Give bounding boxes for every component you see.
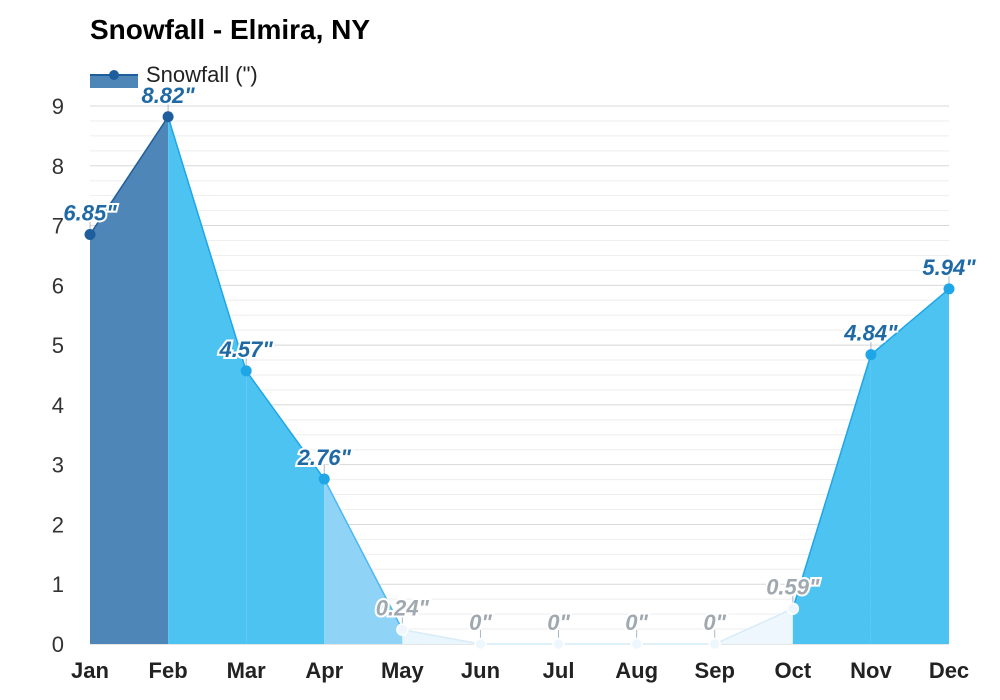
data-point — [318, 473, 330, 485]
data-point — [396, 623, 409, 636]
data-point — [630, 637, 643, 651]
data-point — [552, 637, 565, 651]
data-point — [786, 602, 800, 615]
x-tick-label: Jun — [461, 658, 500, 683]
data-label: 0.24" — [376, 596, 430, 621]
x-tick-label: Jul — [543, 658, 575, 683]
data-point — [943, 283, 955, 295]
series-line-segment — [792, 354, 872, 609]
data-label: 4.57" — [219, 337, 274, 362]
y-tick-label: 6 — [52, 273, 64, 298]
x-tick-label: Sep — [695, 658, 735, 683]
data-label: 5.94" — [922, 255, 976, 280]
series-line-segment — [714, 608, 794, 645]
point-layer — [84, 102, 955, 651]
data-label: 8.82" — [141, 83, 195, 108]
data-label: 0" — [703, 610, 726, 635]
data-point — [865, 349, 877, 361]
data-label: 4.84" — [843, 321, 898, 346]
area-segment — [246, 370, 325, 644]
x-tick-label: Feb — [149, 658, 188, 683]
data-label: 6.85" — [63, 201, 117, 226]
legend-label: Snowfall (") — [146, 62, 258, 87]
area-segment — [870, 288, 949, 644]
y-tick-label: 4 — [52, 393, 64, 418]
legend-swatch-marker — [109, 70, 119, 80]
x-tick-label: May — [381, 658, 425, 683]
series-line-segment — [245, 370, 325, 480]
area-segment — [168, 116, 247, 644]
data-labels: 6.85" 8.82" 4.57" 2.76" 0.24" 0" 0" 0" 0" 0.59" 4.… — [61, 81, 978, 637]
y-tick-label: 0 — [52, 632, 64, 657]
x-tick-label: Aug — [615, 658, 658, 683]
y-tick-label: 8 — [52, 154, 64, 179]
y-tick-label: 2 — [52, 512, 64, 537]
x-tick-label: Nov — [850, 658, 892, 683]
area-segment — [792, 354, 871, 644]
series-line-segment — [323, 478, 404, 630]
series-line-segment — [167, 116, 247, 372]
y-tick-label: 9 — [52, 94, 64, 119]
data-label: 0" — [547, 610, 570, 635]
x-axis-ticks: Jan Feb Mar Apr May Jun Jul Aug Sep Oct Nov Dec — [71, 658, 969, 683]
area-segment — [90, 116, 169, 644]
y-axis-ticks: 0 1 2 3 4 5 6 7 8 9 — [52, 94, 64, 657]
x-tick-label: Apr — [305, 658, 343, 683]
data-point — [240, 365, 252, 377]
area-segment — [324, 479, 403, 644]
data-label: 2.76" — [297, 445, 352, 470]
data-point — [708, 637, 721, 651]
legend: Snowfall (") — [90, 62, 258, 88]
data-point — [474, 637, 487, 651]
y-tick-label: 3 — [52, 453, 64, 478]
data-point — [84, 229, 96, 241]
series-line-segment — [89, 116, 169, 235]
line-layer — [89, 116, 950, 645]
data-point — [162, 111, 174, 123]
legend-swatch-fill — [90, 75, 138, 88]
x-tick-label: Oct — [774, 658, 811, 683]
chart-title: Snowfall - Elmira, NY — [90, 14, 371, 45]
area-layer — [90, 116, 949, 644]
y-tick-label: 5 — [52, 333, 64, 358]
y-tick-label: 7 — [52, 214, 64, 239]
y-tick-label: 1 — [52, 572, 64, 597]
x-tick-label: Mar — [227, 658, 267, 683]
x-tick-label: Jan — [71, 658, 109, 683]
legend-swatch-icon — [90, 70, 138, 88]
data-label: 0" — [625, 610, 648, 635]
series-line-segment — [870, 288, 950, 356]
data-label: 0.59" — [766, 575, 820, 600]
data-label: 0" — [469, 610, 492, 635]
x-tick-label: Dec — [929, 658, 969, 683]
series-line-segment — [402, 628, 481, 645]
